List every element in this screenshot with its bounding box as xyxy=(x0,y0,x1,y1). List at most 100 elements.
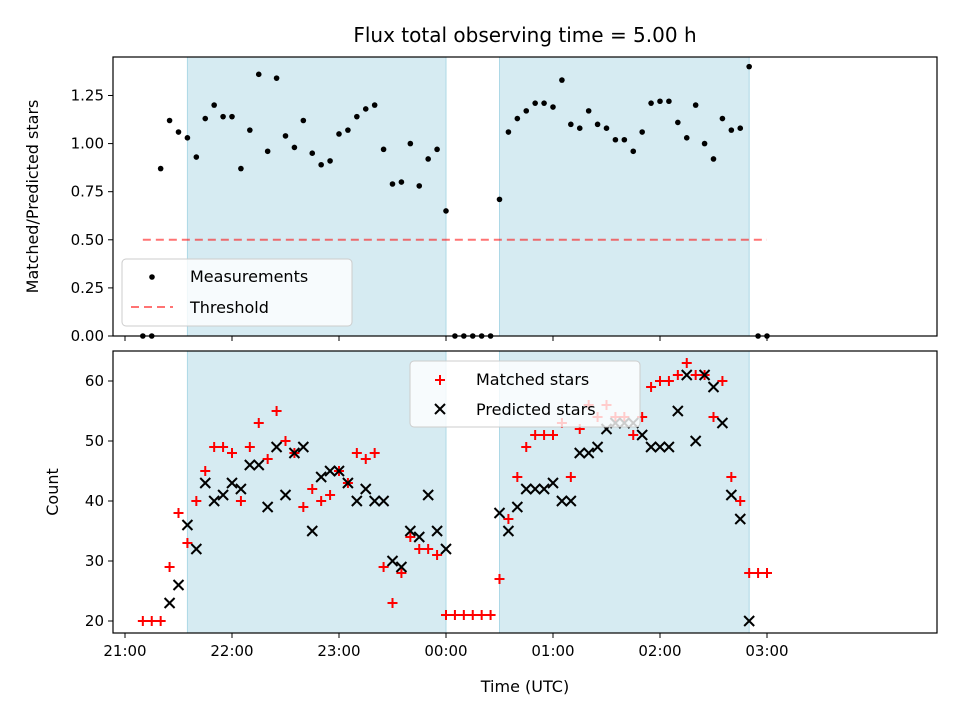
measurement-point xyxy=(282,133,289,139)
measurement-point xyxy=(255,71,262,78)
matched-star-marker xyxy=(298,502,309,512)
predicted-star-marker xyxy=(529,483,541,495)
matched-star-marker xyxy=(137,616,148,626)
predicted-star-marker xyxy=(333,465,345,477)
x-tick-label: 02:00 xyxy=(638,642,681,660)
legend-box xyxy=(121,258,353,327)
measurement-point xyxy=(175,129,182,135)
predicted-star-marker xyxy=(368,495,381,507)
matched-star-marker xyxy=(396,568,407,578)
y-axis-label: Matched/Predicted stars xyxy=(23,100,42,294)
matched-star-marker xyxy=(191,496,202,506)
predicted-star-marker xyxy=(591,441,604,453)
legend-label-measurements: Measurements xyxy=(190,267,308,286)
matched-star-marker xyxy=(369,448,380,458)
matched-star-marker xyxy=(458,610,469,620)
matched-star-marker xyxy=(387,598,398,608)
legend-marker-predicted xyxy=(434,403,446,415)
measurement-point xyxy=(550,104,556,110)
plot-frame xyxy=(112,56,938,337)
matched-star-marker xyxy=(218,442,229,452)
predicted-star-marker xyxy=(226,477,238,489)
measurement-point xyxy=(576,125,583,131)
matched-star-marker xyxy=(539,430,550,440)
matched-star-marker xyxy=(503,514,514,524)
measurement-point xyxy=(229,113,235,120)
predicted-star-marker xyxy=(181,519,194,531)
legend: Measurements Threshold xyxy=(121,258,353,327)
measurement-point xyxy=(505,129,512,135)
measurement-point xyxy=(443,208,449,214)
predicted-star-marker xyxy=(244,459,256,471)
matched-star-marker xyxy=(227,448,237,458)
measurement-point xyxy=(362,106,369,112)
legend-marker-matched xyxy=(435,375,445,385)
matched-star-marker xyxy=(262,454,273,464)
chart-title: Flux total observing time = 5.00 h xyxy=(353,23,696,47)
matched-star-marker xyxy=(565,472,576,482)
measurement-point xyxy=(683,135,690,141)
predicted-star-marker xyxy=(199,477,211,489)
predicted-star-marker xyxy=(377,495,390,507)
predicted-star-marker xyxy=(297,441,310,453)
matched-star-marker xyxy=(164,562,175,572)
matched-star-marker xyxy=(441,610,451,620)
measurement-point xyxy=(728,127,735,133)
matched-star-marker xyxy=(182,538,193,548)
measurement-point xyxy=(621,136,628,143)
predicted-star-marker xyxy=(734,513,746,525)
measurement-point xyxy=(291,144,298,151)
matched-star-marker xyxy=(690,370,701,380)
measurement-point xyxy=(630,148,637,155)
matched-star-marker xyxy=(405,532,416,542)
legend-label-matched: Matched stars xyxy=(476,370,589,389)
top-panel: 0.00 0.25 0.50 0.75 1.00 1.25 Matched/Predicte… xyxy=(23,56,938,345)
measurement-point xyxy=(496,196,503,203)
measurement-point xyxy=(701,140,708,147)
measurement-point xyxy=(309,150,316,157)
matched-star-marker xyxy=(244,442,255,452)
measurement-point xyxy=(523,108,530,114)
measurement-point xyxy=(434,146,440,153)
predicted-star-marker xyxy=(217,489,229,501)
measurement-point xyxy=(514,115,521,122)
matched-star-marker xyxy=(432,550,443,560)
predicted-star-marker xyxy=(172,579,185,591)
plot-frame xyxy=(112,350,938,634)
matched-star-marker xyxy=(378,562,389,572)
measurement-point xyxy=(273,75,280,81)
predicted-star-marker xyxy=(645,441,657,453)
predicted-star-marker xyxy=(698,369,711,381)
measurement-point xyxy=(568,121,574,128)
measurement-point xyxy=(247,127,253,133)
matched-star-marker xyxy=(200,466,211,476)
measurement-point xyxy=(719,115,726,122)
predicted-star-marker xyxy=(351,495,363,507)
predicted-star-marker xyxy=(716,417,729,429)
measurement-point xyxy=(157,165,164,172)
measurement-point xyxy=(675,119,681,126)
matched-star-marker xyxy=(209,442,220,452)
predicted-star-marker xyxy=(636,429,648,441)
matched-star-marker xyxy=(146,616,157,626)
measurement-point xyxy=(594,121,601,128)
y-tick-label: 1.25 xyxy=(71,86,104,104)
measurement-point xyxy=(541,100,547,106)
matched-star-marker xyxy=(548,430,558,440)
matched-star-marker xyxy=(717,376,728,386)
y-tick-label: 0.00 xyxy=(71,327,104,345)
predicted-star-marker xyxy=(431,525,443,537)
predicted-star-marker xyxy=(511,501,524,513)
measurement-point xyxy=(532,100,538,106)
predicted-star-marker xyxy=(253,459,265,471)
measurement-point xyxy=(264,148,271,155)
matched-star-marker xyxy=(155,616,166,626)
x-tick-label: 00:00 xyxy=(424,642,467,660)
legend-label-predicted: Predicted stars xyxy=(476,400,596,419)
measurement-point xyxy=(327,158,333,164)
matched-star-marker xyxy=(726,472,737,482)
predicted-star-marker xyxy=(288,447,301,459)
matched-star-marker xyxy=(672,370,683,380)
matched-star-marker xyxy=(449,610,460,620)
matched-star-marker xyxy=(628,430,639,440)
